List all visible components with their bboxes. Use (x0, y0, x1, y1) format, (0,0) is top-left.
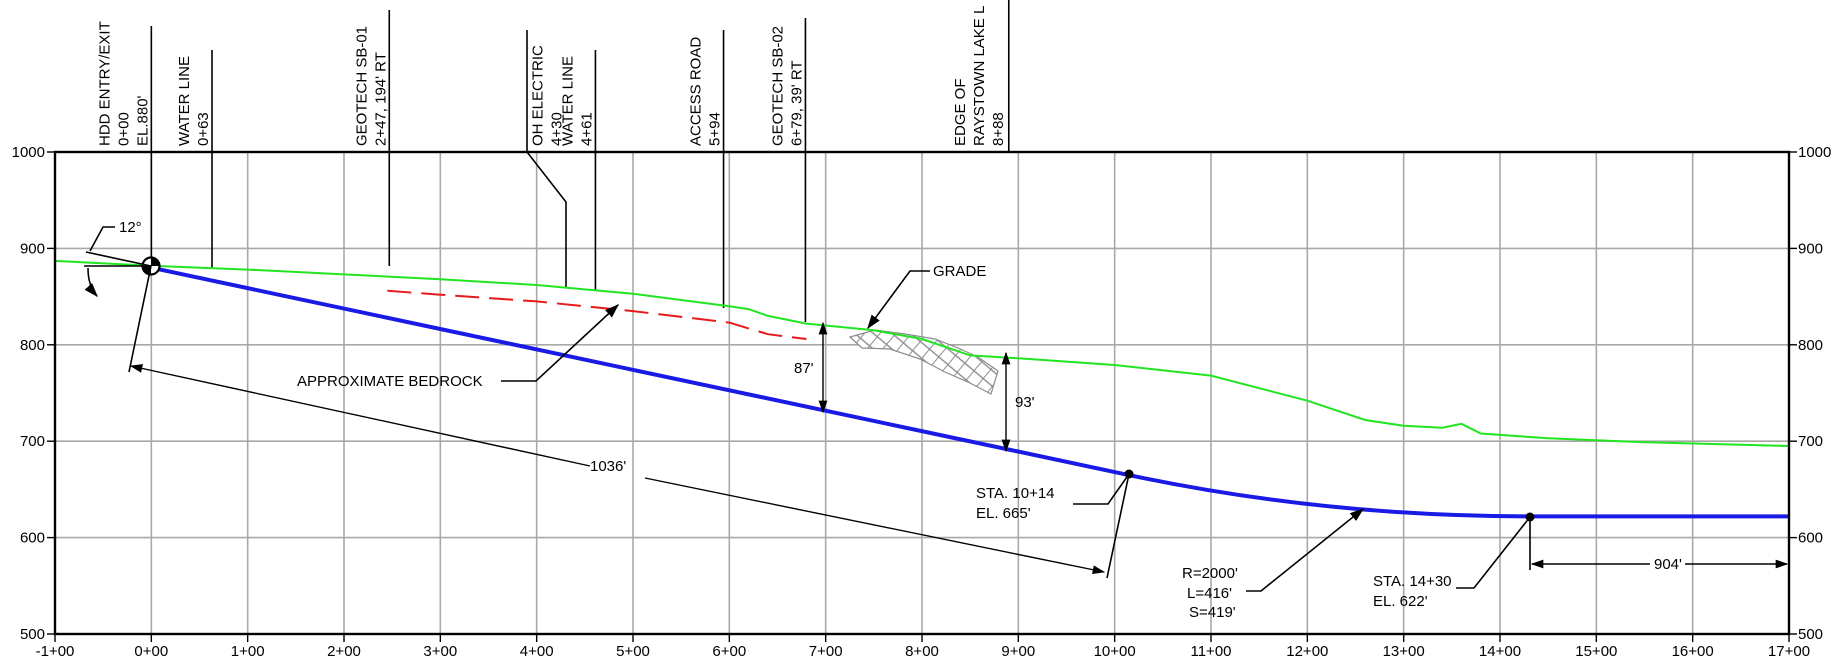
station-tick-label: 14+00 (1479, 643, 1521, 660)
feature-callout: GEOTECH SB-01 2+47, 194' RT (353, 10, 391, 266)
bedrock-line (387, 289, 807, 340)
feature-label-line: 8+88 (990, 112, 1007, 146)
pt-leader (1456, 516, 1531, 589)
station-tick-label: 16+00 (1672, 643, 1714, 660)
station-tick-label: 8+00 (905, 643, 939, 660)
pt-elevation-label: EL. 622' (1373, 593, 1428, 610)
feature-label-line: EDGE OF (952, 78, 969, 146)
entry-angle-marker: 12° (84, 219, 152, 298)
feature-callout: GEOTECH SB-02 6+79, 39' RT (769, 18, 807, 322)
feature-label-line: 4+61 (578, 112, 595, 146)
entry-extension-line (128, 265, 152, 373)
station-tick-label: 4+00 (520, 643, 554, 660)
feature-label-line: GEOTECH SB-01 (353, 26, 370, 146)
feature-callout: EDGE OF RAYSTOWN LAKE L 8+88 (952, 6, 1007, 146)
station-tick-label: 13+00 (1383, 643, 1425, 660)
cover-dimension-2-label: 93' (1015, 394, 1035, 411)
station-tick-label: 12+00 (1286, 643, 1328, 660)
feature-label-line: EL.880' (134, 95, 151, 146)
station-tick-label: 5+00 (616, 643, 650, 660)
tangent-dimension-line-b (644, 477, 1106, 575)
feature-callout: HDD ENTRY/EXIT 0+00 EL.880' (96, 21, 153, 262)
plot-frame (53, 150, 1791, 636)
feature-label-line: WATER LINE (176, 56, 193, 146)
pc-station-label: STA. 10+14 (976, 485, 1055, 502)
curve-length-label: L=416' (1187, 585, 1232, 602)
grade-label: GRADE (933, 263, 986, 280)
axis-labels: -1+00 0+00 1+00 2+00 3+00 4+00 5+00 6+00 7+00 8+0… (12, 144, 1832, 660)
feature-label-line: RAYSTOWN LAKE L (971, 6, 988, 146)
station-tick-label: 1+00 (231, 643, 265, 660)
curve-radius-label: R=2000' (1182, 565, 1238, 582)
station-tick-label: 17+00 (1768, 643, 1810, 660)
bedrock-label: APPROXIMATE BEDROCK (297, 373, 483, 390)
feature-label-line: WATER LINE (559, 56, 576, 146)
elevation-tick-label-left: 700 (20, 433, 45, 450)
station-tick-label: 7+00 (809, 643, 843, 660)
feature-leader-line (526, 30, 567, 288)
feature-callout: ACCESS ROAD 5+94 (688, 30, 725, 308)
bedrock-leader (501, 304, 620, 382)
elevation-tick-label-right: 800 (1798, 337, 1823, 354)
elevation-tick-label-left: 500 (20, 626, 45, 643)
station-tick-label: 3+00 (423, 643, 457, 660)
station-tick-label: -1+00 (36, 643, 75, 660)
tangent-length-label: 1036' (590, 458, 626, 475)
tangent-dimension-line-a (129, 364, 591, 467)
end-length-label: 904' (1654, 556, 1682, 573)
elevation-tick-label-left: 1000 (12, 144, 45, 161)
feature-label-line: 6+79, 39' RT (788, 60, 805, 146)
grid-lines (54, 151, 1790, 635)
feature-label-line: ACCESS ROAD (688, 37, 705, 146)
cover-dimension-1-label: 87' (794, 360, 814, 377)
grade-line (54, 259, 1790, 447)
station-tick-label: 11+00 (1190, 643, 1231, 660)
feature-label-line: 2+47, 194' RT (372, 52, 389, 146)
feature-label-line: HDD ENTRY/EXIT (96, 21, 113, 146)
feature-label-line: 0+00 (115, 112, 132, 146)
feature-label-line: 0+63 (195, 112, 212, 146)
feature-callout: OH ELECTRIC 4+30 (526, 30, 567, 288)
pt-station-label: STA. 14+30 (1373, 573, 1452, 590)
pc-extension-line (1106, 473, 1130, 579)
feature-label-line: GEOTECH SB-02 (769, 26, 786, 146)
feature-callout: WATER LINE 4+61 (559, 50, 597, 291)
station-tick-label: 10+00 (1094, 643, 1136, 660)
elevation-tick-label-left: 600 (20, 530, 45, 547)
elevation-tick-label-right: 900 (1798, 240, 1823, 257)
elevation-tick-label-left: 900 (20, 240, 45, 257)
elevation-tick-label-left: 800 (20, 337, 45, 354)
grade-leader (867, 270, 930, 330)
elevation-tick-label-right: 600 (1798, 530, 1823, 547)
feature-callouts: HDD ENTRY/EXIT 0+00 EL.880' WATER LINE 0+63 G… (96, 0, 1010, 322)
bore-path-line (150, 265, 1789, 519)
curve-leader (1246, 508, 1365, 592)
station-tick-label: 2+00 (327, 643, 361, 660)
station-tick-label: 6+00 (712, 643, 746, 660)
station-tick-label: 9+00 (1001, 643, 1035, 660)
station-tick-label: 15+00 (1575, 643, 1617, 660)
hatched-fill-area (848, 329, 999, 395)
pc-leader (1073, 473, 1130, 505)
feature-label-line: 4+30 (549, 112, 566, 146)
curve-span-label: S=419' (1189, 604, 1236, 621)
feature-label-line: 5+94 (707, 112, 724, 146)
feature-callout: WATER LINE 0+63 (176, 50, 213, 268)
station-tick-label: 0+00 (134, 643, 168, 660)
elevation-tick-label-right: 1000 (1798, 144, 1831, 161)
entry-angle-text: 12° (119, 219, 142, 236)
pc-elevation-label: EL. 665' (976, 505, 1031, 522)
elevation-tick-label-right: 700 (1798, 433, 1823, 450)
elevation-tick-label-right: 500 (1798, 626, 1823, 643)
feature-label-line: OH ELECTRIC (530, 45, 547, 146)
